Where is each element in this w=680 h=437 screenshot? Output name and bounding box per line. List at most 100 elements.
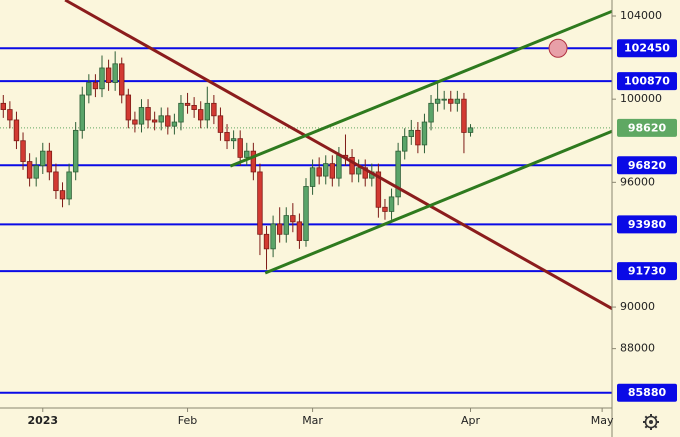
candle-body bbox=[86, 82, 92, 96]
annotation-marker bbox=[548, 38, 568, 58]
candle-body bbox=[408, 129, 414, 137]
candle-body bbox=[79, 94, 85, 131]
candle-body bbox=[53, 171, 59, 192]
candle-body bbox=[0, 102, 6, 110]
settings-gear-teeth[interactable] bbox=[643, 414, 659, 430]
candle-body bbox=[402, 136, 408, 152]
candle-body bbox=[349, 156, 355, 175]
trendline bbox=[229, 9, 612, 168]
price-label-box bbox=[617, 39, 677, 58]
y-tick-label: 104000 bbox=[620, 9, 662, 22]
candle-body bbox=[276, 223, 283, 235]
candle-body bbox=[224, 132, 230, 142]
candle-body bbox=[92, 82, 99, 90]
candle-body bbox=[158, 115, 164, 123]
x-tick-label: Mar bbox=[302, 414, 323, 427]
candle-body bbox=[375, 171, 382, 208]
candle-body bbox=[59, 190, 66, 200]
x-tick-label: Feb bbox=[178, 414, 197, 427]
settings-icon[interactable] bbox=[643, 414, 659, 430]
candle-body bbox=[309, 167, 316, 187]
candle-body bbox=[13, 119, 20, 142]
candle-body bbox=[461, 98, 467, 133]
price-label: 102450 bbox=[624, 42, 670, 55]
candle-body bbox=[395, 150, 401, 198]
candle-body bbox=[257, 171, 263, 235]
candle-body bbox=[184, 102, 191, 106]
price-label-box bbox=[617, 383, 677, 402]
candle-body bbox=[33, 165, 39, 179]
price-label-box bbox=[617, 118, 677, 137]
price-label: 85880 bbox=[628, 386, 667, 399]
candle-body bbox=[165, 115, 171, 127]
candle-body bbox=[217, 115, 224, 133]
trendline bbox=[64, 0, 612, 311]
candle-body bbox=[415, 129, 421, 146]
candle-body bbox=[99, 67, 105, 90]
candle-body bbox=[316, 167, 322, 177]
price-label: 96820 bbox=[628, 159, 667, 172]
candle-body bbox=[138, 107, 145, 125]
candle-body bbox=[441, 98, 447, 101]
candle-body bbox=[112, 63, 118, 83]
candle-body bbox=[145, 107, 151, 121]
candle-body bbox=[105, 67, 112, 83]
candle-body bbox=[204, 102, 210, 121]
candle-body bbox=[434, 98, 441, 104]
candle-body bbox=[290, 215, 296, 223]
axes: 104000 100000 96000 90000 88000 2023 Feb Mar Apr… bbox=[27, 9, 677, 427]
price-label-box bbox=[617, 262, 677, 281]
candle-body bbox=[467, 127, 474, 133]
candle-body bbox=[388, 196, 395, 212]
price-label-box bbox=[617, 72, 677, 91]
candle-body bbox=[237, 138, 243, 158]
x-tick-label: May bbox=[591, 414, 614, 427]
y-tick-label: 88000 bbox=[620, 342, 655, 355]
candle-body bbox=[329, 163, 336, 179]
candle-body bbox=[454, 98, 461, 104]
price-label-box bbox=[617, 156, 677, 175]
candle-body bbox=[270, 223, 276, 250]
candle-body bbox=[7, 109, 13, 121]
settings-gear-center[interactable] bbox=[649, 420, 653, 424]
price-label: 100870 bbox=[624, 75, 670, 88]
candle-body bbox=[421, 121, 428, 146]
candle-body bbox=[323, 163, 329, 177]
candle-body bbox=[336, 154, 342, 179]
trendline bbox=[264, 129, 612, 275]
candle-body bbox=[448, 98, 454, 104]
candle-body bbox=[283, 215, 289, 235]
price-label: 98620 bbox=[628, 121, 667, 134]
plot-area bbox=[0, 0, 612, 394]
candle-body bbox=[211, 102, 217, 117]
candle-body bbox=[26, 161, 33, 179]
candle-body bbox=[296, 221, 303, 241]
candle-body bbox=[125, 94, 132, 121]
candle-body bbox=[198, 109, 204, 121]
candle-body bbox=[151, 119, 158, 123]
price-label: 91730 bbox=[628, 265, 667, 278]
y-tick-label: 90000 bbox=[620, 300, 655, 313]
candle-body bbox=[191, 105, 197, 110]
price-label-box bbox=[617, 215, 677, 234]
candle-body bbox=[428, 102, 434, 123]
candle-body bbox=[382, 206, 388, 212]
candle-body bbox=[250, 150, 257, 173]
candle-body bbox=[20, 140, 26, 162]
candle-body bbox=[119, 63, 125, 96]
y-tick-label: 96000 bbox=[620, 175, 655, 188]
x-tick-label: Apr bbox=[461, 414, 481, 427]
y-tick-label: 100000 bbox=[620, 92, 662, 105]
candle-body bbox=[355, 167, 362, 175]
candle-body bbox=[171, 121, 178, 127]
candle-body bbox=[303, 186, 309, 241]
x-tick-label: 2023 bbox=[27, 414, 58, 427]
price-label: 93980 bbox=[628, 218, 667, 231]
candle-body bbox=[263, 233, 270, 250]
candle-body bbox=[46, 150, 53, 173]
candle-body bbox=[178, 102, 184, 123]
candle-body bbox=[40, 150, 46, 167]
candle-body bbox=[72, 129, 79, 173]
